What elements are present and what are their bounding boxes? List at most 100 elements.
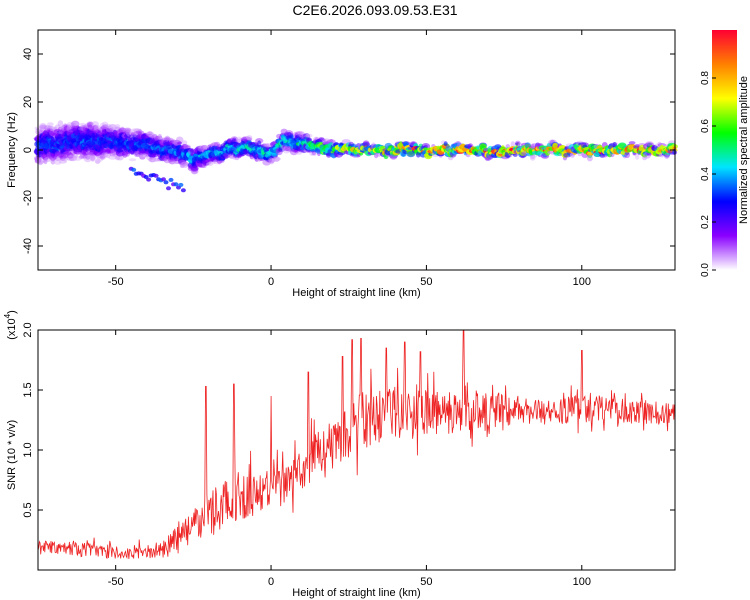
- spectrogram-cell: [131, 167, 137, 172]
- spectrogram-cell: [515, 142, 521, 146]
- snr-x-tick-label: 100: [573, 576, 591, 588]
- spectrogram-cell: [265, 159, 273, 163]
- spectrogram-cell: [79, 122, 86, 126]
- snr-y-scale-factor: (x104): [3, 310, 18, 340]
- spectrogram-cell: [157, 133, 162, 141]
- spectrogram-cell: [530, 154, 535, 160]
- spectrogram-x-tick-label: -50: [108, 276, 124, 288]
- spectrogram-cell: [628, 141, 636, 145]
- spectrogram-cell: [256, 138, 263, 143]
- colorbar: 0.0 0.2 0.4 0.6 0.8 Normalized spectral ampl…: [700, 30, 750, 277]
- snr-y-label: SNR (10 * v/v): [6, 420, 18, 490]
- spectrogram-cell: [47, 125, 54, 131]
- spectrogram-cell: [168, 177, 174, 182]
- spectrogram-cell: [406, 151, 416, 158]
- spectrogram-cell: [102, 125, 108, 129]
- spectrogram-cell: [73, 155, 83, 161]
- spectrogram-cell: [166, 186, 171, 191]
- colorbar-tick-label: 0.4: [700, 167, 711, 181]
- spectrogram-cell: [184, 145, 191, 149]
- spectrogram-cell: [181, 161, 188, 166]
- snr-y-scale-exponent: 4: [3, 313, 12, 318]
- spectrogram-cell: [416, 151, 421, 158]
- spectrogram-cell: [128, 158, 137, 162]
- spectrogram-cell: [173, 182, 179, 187]
- spectrogram-cell: [236, 136, 243, 143]
- spectrogram-y-label: Frequency (Hz): [6, 112, 18, 188]
- spectrogram-cell: [246, 137, 253, 141]
- colorbar-tick-label: 0.0: [700, 263, 711, 277]
- spectrogram-cell: [101, 124, 109, 129]
- spectrogram-cell: [305, 133, 313, 138]
- spectrogram-cell: [145, 131, 155, 137]
- spectrogram-cells: [33, 120, 678, 193]
- snr-x-tick-label: -50: [108, 576, 124, 588]
- spectrogram-cell: [90, 156, 96, 162]
- spectrogram-cell: [206, 162, 213, 167]
- spectrogram-cell: [39, 124, 47, 129]
- spectrogram-cell: [95, 160, 100, 164]
- snr-panel: -50 0 50 100 0.5 1.0 1.5 2.0 Height of straigh…: [3, 310, 676, 599]
- spectrogram-cell: [272, 156, 281, 162]
- spectrogram-cell: [634, 153, 640, 160]
- spectrogram-cell: [246, 135, 253, 141]
- spectrogram-cell: [182, 140, 188, 145]
- spectrogram-cell: [273, 156, 280, 162]
- spectrogram-cell: [586, 155, 593, 162]
- spectrogram-cell: [529, 154, 536, 161]
- snr-y-tick-label: 1.0: [22, 442, 34, 457]
- colorbar-ticks: 0.0 0.2 0.4 0.6 0.8: [700, 71, 716, 277]
- snr-x-tick-label: 0: [268, 576, 274, 588]
- spectrogram-cell: [443, 141, 448, 147]
- spectrogram-y-tick-label: -20: [22, 190, 34, 206]
- spectrogram-cell: [39, 123, 47, 130]
- spectrogram-cell: [180, 161, 190, 168]
- spectrogram-y-tick-label: 40: [22, 48, 34, 60]
- spectrogram-cell: [151, 157, 159, 163]
- snr-y-tick-label: 1.5: [22, 382, 34, 397]
- snr-y-tick-label: 2.0: [22, 322, 34, 337]
- spectrogram-cell: [146, 177, 152, 182]
- spectrogram-x-tick-label: 100: [573, 276, 591, 288]
- spectrogram-x-ticks: -50 0 50 100: [108, 30, 591, 288]
- spectrogram-cell: [632, 152, 637, 156]
- spectrogram-x-tick-label: 0: [268, 276, 274, 288]
- spectrogram-cell: [362, 140, 370, 147]
- spectrogram-cell: [130, 128, 139, 132]
- snr-y-scale-base: (x10: [6, 318, 18, 339]
- spectrogram-cell: [149, 159, 156, 163]
- spectrogram-cell: [36, 160, 45, 165]
- snr-series-line: [37, 329, 675, 560]
- snr-x-ticks: -50 0 50 100: [108, 330, 591, 588]
- spectrogram-cell: [326, 139, 336, 145]
- spectrogram-y-ticks: -40 -20 0 20 40: [22, 48, 675, 254]
- spectrogram-cell: [153, 173, 159, 178]
- colorbar-tick-label: 0.2: [700, 215, 711, 229]
- spectrogram-cell: [263, 144, 270, 148]
- spectrogram-x-label: Height of straight line (km): [292, 287, 420, 299]
- spectrogram-cell: [645, 141, 654, 146]
- chart-title: C2E6.2026.093.09.53.E31: [292, 2, 458, 18]
- spectrogram-cell: [38, 162, 43, 166]
- spectrogram-y-tick-label: -40: [22, 238, 34, 254]
- spectrogram-cell: [180, 188, 186, 193]
- spectrogram-cell: [58, 159, 67, 164]
- spectrogram-cell: [510, 141, 516, 148]
- spectrogram-cell: [373, 151, 379, 159]
- spectrogram-cell: [317, 138, 326, 142]
- colorbar-gradient: [712, 30, 737, 270]
- spectrogram-cell: [269, 158, 275, 165]
- spectrogram-cell: [90, 155, 95, 162]
- spectrogram-cell: [47, 122, 54, 127]
- spectrogram-cell: [105, 126, 115, 133]
- spectrogram-y-tick-label: 20: [22, 96, 34, 108]
- colorbar-label: Normalized spectral amplitude: [738, 76, 750, 224]
- spectrogram-cell: [68, 155, 78, 162]
- snr-x-tick-label: 50: [420, 576, 432, 588]
- spectrogram-cell: [57, 120, 64, 128]
- spectrogram-cell: [54, 160, 62, 165]
- spectrogram-cell: [163, 180, 169, 185]
- colorbar-tick-label: 0.6: [700, 119, 711, 133]
- spectrogram-cell: [94, 158, 101, 164]
